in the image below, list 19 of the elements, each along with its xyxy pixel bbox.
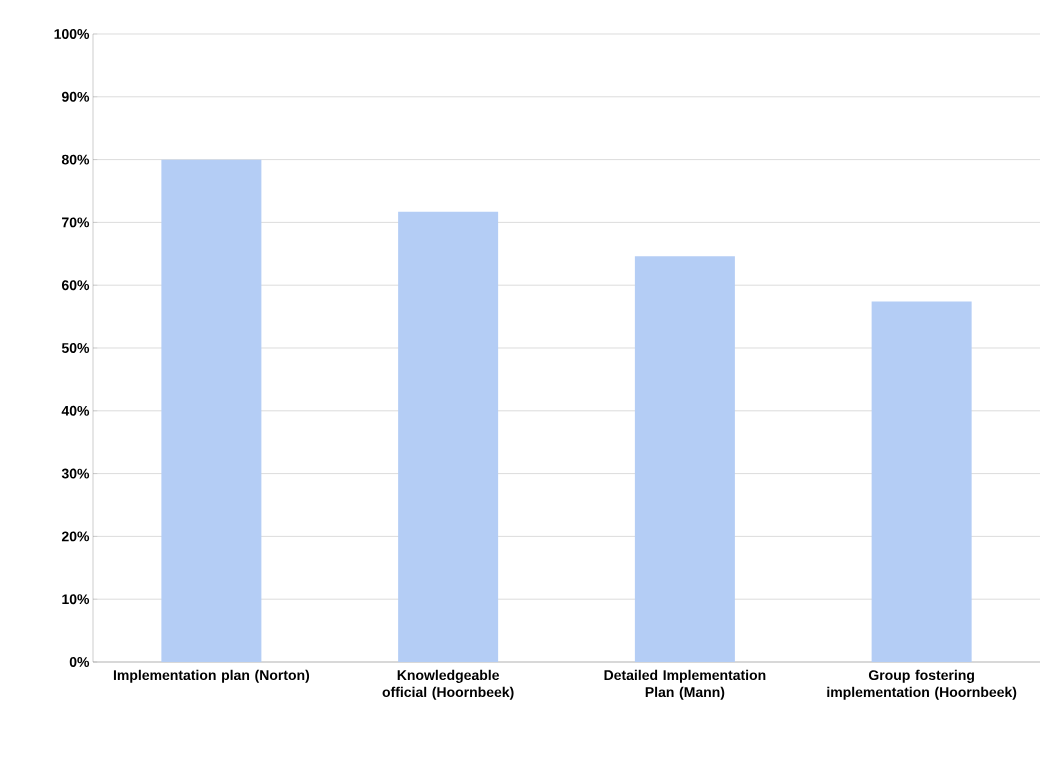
y-tick-label: 10%	[62, 594, 90, 605]
x-tick-label: Implementation plan (Norton)	[113, 669, 310, 683]
bar	[161, 159, 262, 662]
bar	[634, 256, 735, 662]
y-tick-label: 100%	[54, 29, 90, 39]
y-tick-label: 50%	[61, 343, 90, 353]
bar	[398, 211, 499, 662]
y-tick-label: 70%	[62, 217, 90, 228]
y-tick-label: 80%	[61, 154, 90, 165]
y-tick-label: 90%	[61, 91, 90, 102]
y-tick-label: 30%	[61, 468, 90, 479]
y-tick-label: 20%	[61, 531, 90, 542]
y-tick-label: 0%	[69, 657, 90, 667]
bar	[871, 301, 972, 662]
x-tick-label: Group fostering implementation (Hoornbeek)	[827, 669, 1017, 700]
x-tick-label: Knowledgeable official (Hoornbeek)	[382, 669, 514, 700]
y-tick-label: 60%	[61, 280, 90, 291]
x-tick-label: Detailed Implementation Plan (Mann)	[604, 669, 766, 700]
y-tick-label: 40%	[61, 405, 90, 416]
